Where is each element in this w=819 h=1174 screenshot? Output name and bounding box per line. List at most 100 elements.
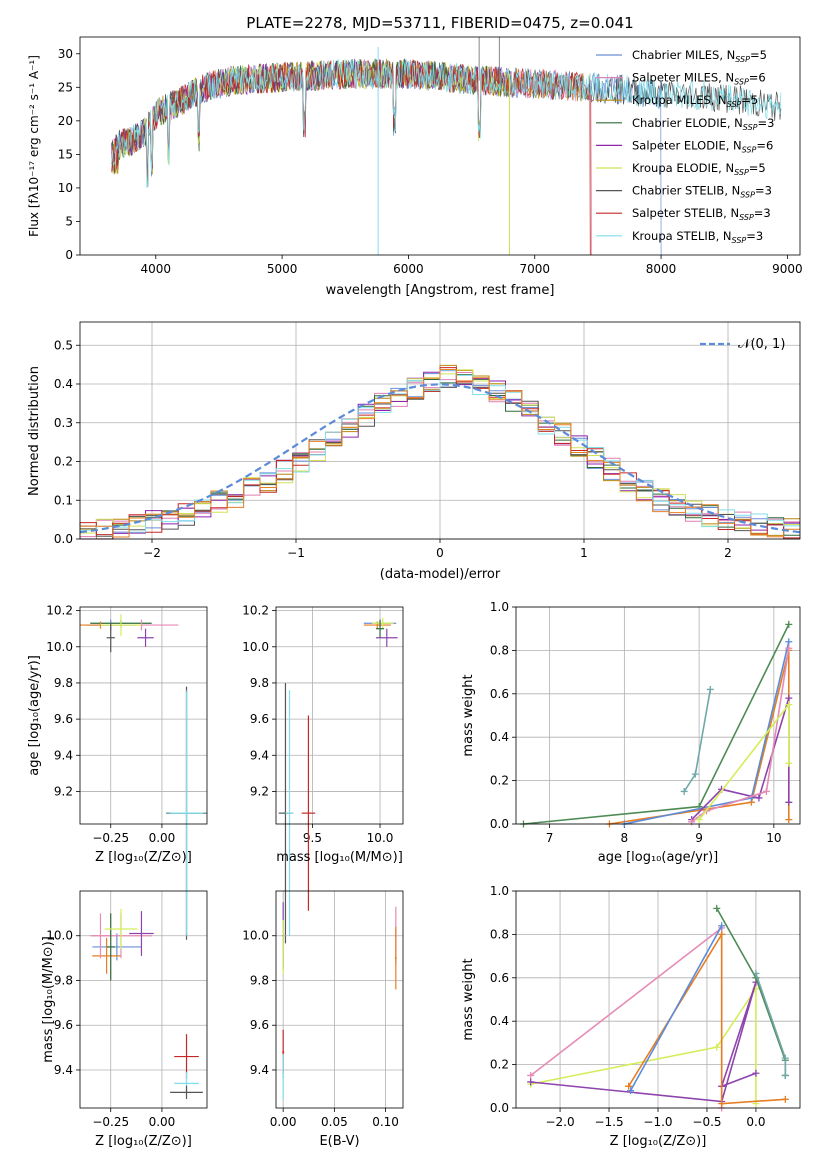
y-tick-label: 0.2: [54, 455, 73, 469]
x-tick-label: −0.25: [92, 1115, 129, 1129]
x-tick-label: 6000: [393, 262, 424, 276]
y-tick-label: 0.4: [490, 1014, 509, 1028]
spectrum-xlabel: wavelength [Angstrom, rest frame]: [326, 283, 555, 298]
weight-marker: [752, 969, 760, 977]
y-tick-label: 9.6: [250, 712, 269, 726]
y-tick-label: 1.0: [490, 884, 509, 898]
y-tick-label: 0.1: [54, 493, 73, 507]
age-vs-z-panel: −0.25 0.00 9.2 9.4 9.6 9.8 10.0 10.2 Z [log₁₀(Z/…: [27, 604, 208, 940]
y-tick-label: 9.4: [250, 1063, 269, 1077]
y-tick-label: 10.2: [46, 604, 73, 618]
x-tick-label: −1: [287, 546, 305, 560]
axis-xlabel: mass [log₁₀(M/M⊙)]: [276, 850, 403, 865]
axis-xlabel: age [log₁₀(age/yr)]: [598, 850, 719, 865]
x-tick-label: −2: [143, 546, 161, 560]
weight-line: [523, 624, 790, 825]
y-tick-label: 0.4: [54, 377, 73, 391]
legend-label: Kroupa MILES, NSSP=5: [632, 93, 758, 109]
y-tick-label: 9.4: [250, 748, 269, 762]
y-tick-label: 1.0: [490, 600, 509, 614]
weight-marker: [785, 798, 793, 806]
histogram-xlabel: (data-model)/error: [380, 567, 501, 582]
legend-label: Salpeter STELIB, NSSP=3: [632, 206, 771, 222]
weight-marker: [680, 787, 688, 795]
legend-label: Kroupa STELIB, NSSP=3: [632, 229, 763, 245]
y-tick-label: 9.6: [54, 1018, 73, 1032]
axes-frame: [275, 606, 404, 825]
normal-curve: [79, 383, 801, 534]
weight-marker: [527, 1078, 535, 1086]
weight-line: [624, 641, 790, 825]
weight-marker: [706, 685, 714, 693]
x-tick-label: −2.0: [545, 1115, 574, 1129]
y-tick-label: 15: [58, 147, 73, 161]
legend-label: Kroupa ELODIE, NSSP=5: [632, 161, 766, 177]
weight-marker: [785, 620, 793, 628]
axis-ylabel: mass [log₁₀(M/M⊙)]: [41, 936, 56, 1063]
y-tick-label: 9.8: [250, 676, 269, 690]
x-tick-label: −1.0: [643, 1115, 672, 1129]
weight-line: [629, 925, 723, 1091]
x-tick-label: 0.10: [372, 1115, 399, 1129]
y-tick-label: 10.2: [242, 604, 269, 618]
axis-ylabel: age [log₁₀(age/yr)]: [27, 655, 42, 776]
weight-marker: [627, 1087, 635, 1095]
legend-label: Chabrier ELODIE, NSSP=3: [632, 116, 774, 132]
age-vs-mass-panel: 9.5 10.0 9.2 9.4 9.6 9.8 10.0 10.2 mass [log₁₀(M…: [242, 604, 404, 944]
weight-line: [698, 702, 790, 821]
x-tick-label: −0.25: [92, 831, 129, 845]
weight-marker: [785, 816, 793, 824]
legend-label: Chabrier MILES, NSSP=5: [632, 48, 767, 64]
axis-xlabel: Z [log₁₀(Z/Z⊙)]: [95, 1134, 192, 1149]
axes-frame: [275, 890, 404, 1109]
mass-vs-ebv-panel: 0.00 0.05 0.10 9.4 9.6 9.8 10.0 E(B-V): [242, 890, 404, 1149]
massweight-vs-age-panel: 7 8 9 10 0.0 0.2 0.4 0.6 0.8 1.0 age [log₁₀(age/yr…: [461, 600, 801, 865]
axis-ylabel: mass weight: [461, 958, 476, 1040]
y-tick-label: 9.6: [250, 1018, 269, 1032]
y-tick-label: 9.8: [54, 676, 73, 690]
y-tick-label: 0.3: [54, 416, 73, 430]
weight-marker: [781, 1071, 789, 1079]
spectrum-ylabel: Flux [fλ10⁻¹⁷ erg cm⁻² s⁻¹ A⁻¹]: [27, 55, 41, 237]
y-tick-label: 0.5: [54, 338, 73, 352]
y-tick-label: 10: [58, 181, 73, 195]
y-tick-label: 9.4: [54, 1063, 73, 1077]
axis-xlabel: Z [log₁₀(Z/Z⊙)]: [95, 850, 192, 865]
x-tick-label: 1: [580, 546, 588, 560]
y-tick-label: 0.0: [490, 1101, 509, 1115]
spectrum-line: [111, 58, 782, 189]
massweight-vs-z-panel: −2.0 −1.5 −1.0 −0.5 0.0 0.0 0.2 0.4 0.6 0.8 1.0 Z […: [461, 884, 801, 1149]
weight-line: [716, 908, 787, 1076]
weight-marker: [527, 1071, 535, 1079]
y-tick-label: 9.2: [54, 784, 73, 798]
weight-marker: [781, 1054, 789, 1062]
spectrum-title: PLATE=2278, MJD=53711, FIBERID=0475, z=0…: [246, 14, 633, 32]
legend-label: Salpeter MILES, NSSP=6: [632, 71, 766, 87]
axes-frame: [515, 606, 801, 825]
weight-marker: [713, 904, 721, 912]
y-tick-label: 9.8: [250, 973, 269, 987]
histogram-step: [79, 369, 800, 539]
weight-marker: [713, 1043, 721, 1051]
x-tick-label: 0: [436, 546, 444, 560]
weight-line: [530, 985, 757, 1104]
weight-marker: [752, 1069, 760, 1077]
x-tick-label: 7000: [519, 262, 550, 276]
y-tick-label: 9.6: [54, 712, 73, 726]
weight-marker: [762, 787, 770, 795]
normal-legend-label: 𝒩(0, 1): [738, 337, 785, 352]
y-tick-label: 0: [65, 248, 73, 262]
y-tick-label: 10.0: [242, 640, 269, 654]
axis-xlabel: E(B-V): [319, 1134, 359, 1149]
y-tick-label: 9.2: [250, 784, 269, 798]
spectrum-frame: [79, 36, 801, 256]
axes-frame: [515, 890, 801, 1109]
x-tick-label: 0.05: [321, 1115, 348, 1129]
weight-marker: [695, 816, 703, 824]
weight-marker: [781, 1095, 789, 1103]
x-tick-label: 10: [766, 831, 781, 845]
axis-ylabel: mass weight: [461, 674, 476, 756]
residual-histogram-panel: −2 −1 0 1 2 0.0 0.1 0.2 0.3 0.4 0.5 (data-model)/e…: [27, 321, 801, 582]
weight-marker: [718, 1100, 726, 1108]
